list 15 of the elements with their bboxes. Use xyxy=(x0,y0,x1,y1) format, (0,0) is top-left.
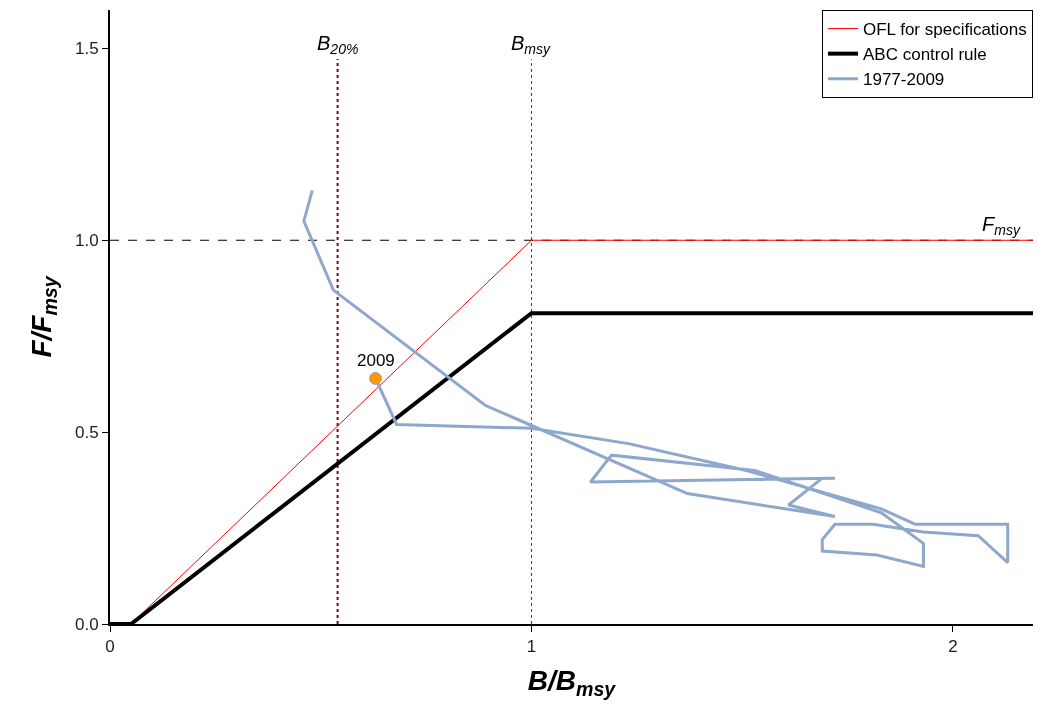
y-tick-label: 1.0 xyxy=(74,231,99,251)
x-tick-label: 2 xyxy=(948,637,958,657)
legend-label: 1977-2009 xyxy=(863,70,945,90)
y-tick-label: 0.0 xyxy=(74,614,99,634)
x-tick-label: 0 xyxy=(105,637,115,657)
y-tick-label: 0.5 xyxy=(74,423,99,443)
x-axis-title: B/B$_{msy}$ xyxy=(527,665,617,700)
x-tick-label: 1 xyxy=(526,637,537,657)
annotation: 2009 xyxy=(357,351,395,370)
ref-line-label: B$_{20%}$ xyxy=(317,32,359,58)
y-tick-label: 1.5 xyxy=(74,39,99,59)
legend-label: OFL for specifications xyxy=(863,20,1027,40)
ref-line-label: B$_{msy}$ xyxy=(511,32,552,58)
legend-label: ABC control rule xyxy=(863,45,987,65)
ref-line-label: F$_{msy}$ xyxy=(982,213,1021,239)
